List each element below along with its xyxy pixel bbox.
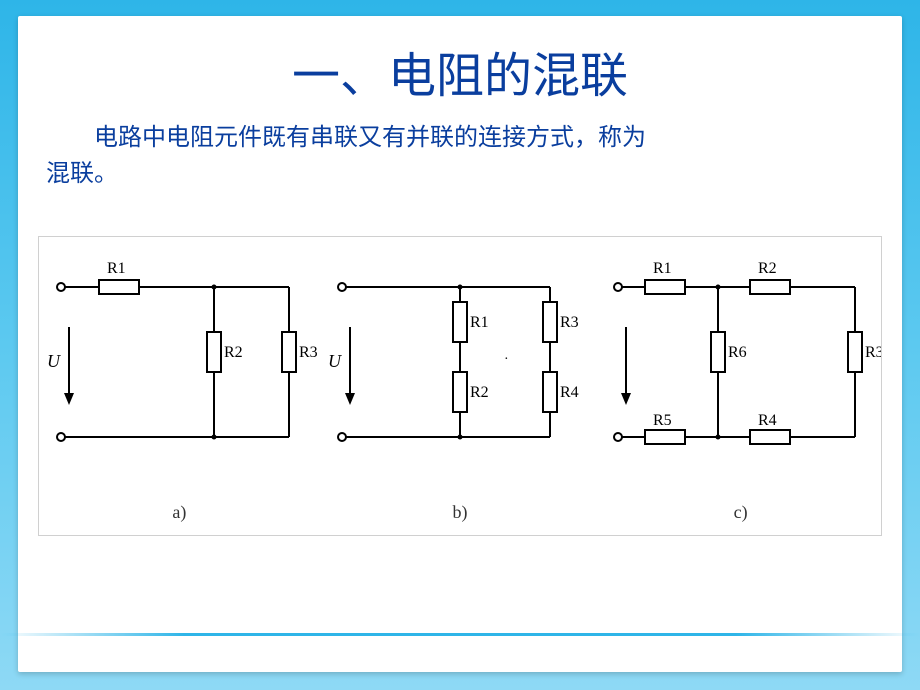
r3-label: R3 [299,344,318,361]
circuit-a-svg: R1 R3 R2 U [39,237,320,497]
body-paragraph: 电路中电阻元件既有串联又有并联的连接方式，称为 混联。 [18,106,902,192]
diagram-b-label: b) [453,502,468,523]
page-title: 一、电阻的混联 [18,16,902,106]
r6c-label: R6 [728,344,747,361]
circuit-c-svg: R1 R2 R3 R4 R5 R [600,237,881,497]
body-line2: 混联。 [46,160,118,187]
r2c-label: R2 [758,260,777,277]
body-line1: 电路中电阻元件既有串联又有并联的连接方式，称为 [94,124,646,151]
diagram-a: R1 R3 R2 U [39,237,320,535]
u-label-b: U [328,351,342,371]
r5c-label: R5 [653,412,672,429]
r4b-label: R4 [560,384,579,401]
diagram-c: R1 R2 R3 R4 R5 R [600,237,881,535]
r3b-label: R3 [560,314,579,331]
r2-label: R2 [224,344,243,361]
accent-line [0,633,920,636]
diagram-row: R1 R3 R2 U [38,236,882,536]
u-label-a: U [47,351,61,371]
r1c-label: R1 [653,260,672,277]
slide-card: 一、电阻的混联 电路中电阻元件既有串联又有并联的连接方式，称为 混联。 R1 [18,16,902,672]
r2b-label: R2 [470,384,489,401]
diagram-a-label: a) [172,502,186,523]
diagram-c-label: c) [734,502,748,523]
r3c-label: R3 [865,344,881,361]
r1-label: R1 [107,260,126,277]
circuit-b-svg: R1 R2 R3 R4 · U [320,237,601,497]
r4c-label: R4 [758,412,777,429]
diagram-b: R1 R2 R3 R4 · U [320,237,601,535]
dot-mark: · [504,352,509,367]
r1b-label: R1 [470,314,489,331]
